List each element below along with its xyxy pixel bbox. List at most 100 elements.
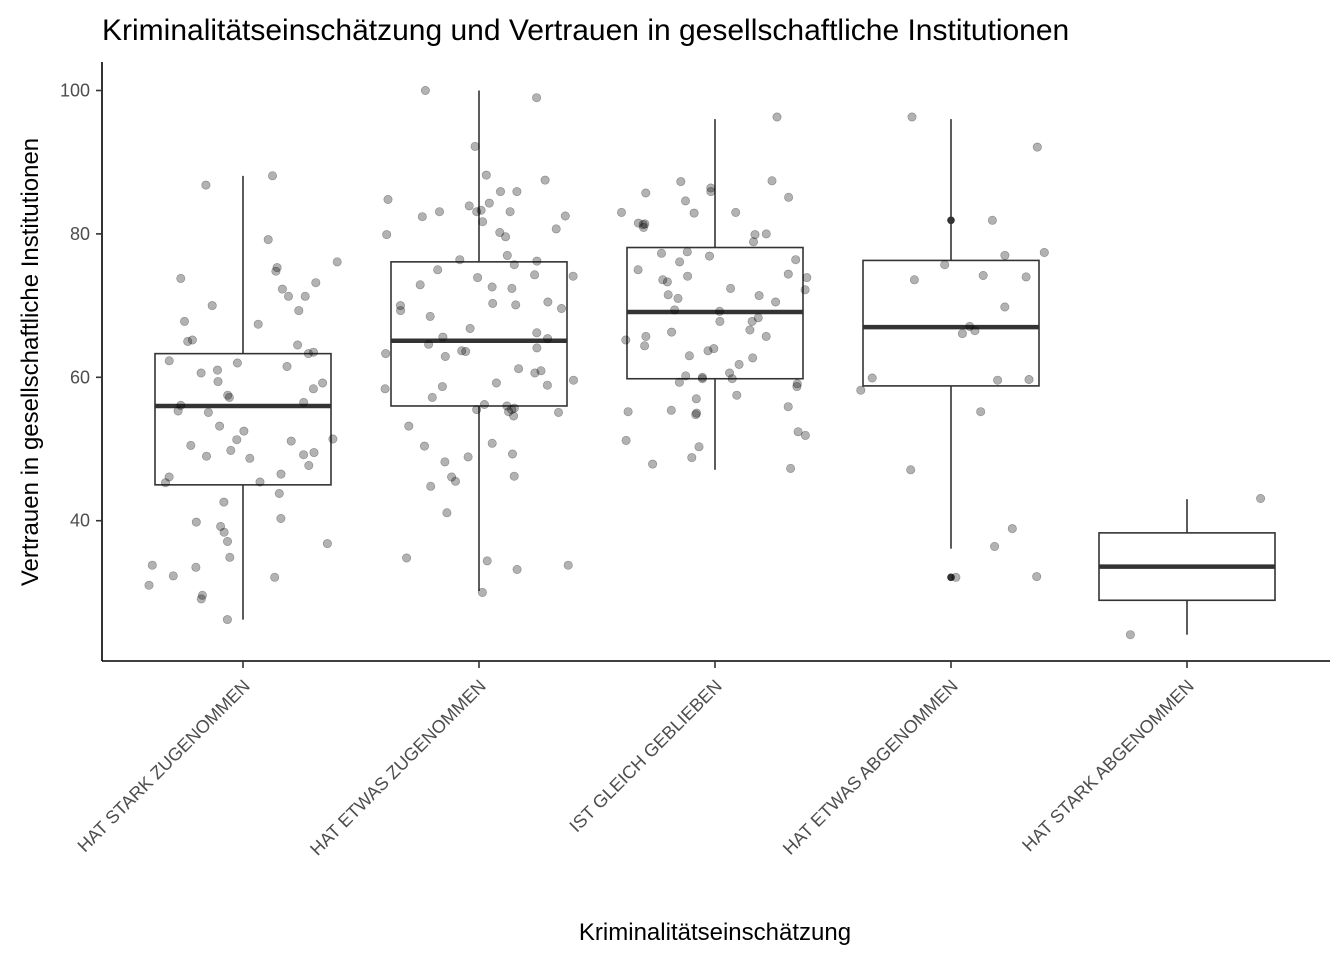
jitter-point (173, 406, 183, 416)
jitter-point (568, 375, 578, 385)
jitter-point (532, 256, 542, 266)
jitter-point (748, 353, 758, 363)
y-tick-label: 40 (70, 511, 90, 531)
jitter-point (180, 316, 190, 326)
jitter-point (732, 390, 742, 400)
x-tick-label: HAT ETWAS ABGENOMMEN (779, 676, 962, 859)
jitter-point (147, 560, 157, 570)
jitter-point (641, 331, 651, 341)
jitter-point (1007, 524, 1017, 534)
jitter-point (223, 536, 233, 546)
jitter-point (225, 552, 235, 562)
x-tick-label: HAT STARK ZUGENOMMEN (74, 676, 254, 856)
jitter-point (800, 430, 810, 440)
jitter-point (689, 208, 699, 218)
jitter-point (502, 250, 512, 260)
jitter-point (511, 300, 521, 310)
jitter-point (978, 270, 988, 280)
jitter-point (202, 451, 212, 461)
jitter-point (509, 403, 519, 413)
jitter-point (504, 407, 514, 417)
jitter-point (473, 273, 483, 283)
jitter-point (556, 303, 566, 313)
jitter-point (802, 273, 812, 283)
jitter-point (461, 346, 471, 356)
jitter-point (772, 112, 782, 122)
jitter-point (1032, 572, 1042, 582)
jitter-point (727, 374, 737, 384)
jitter-point (907, 112, 917, 122)
jitter-point (502, 401, 512, 411)
jitter-point (457, 346, 467, 356)
jitter-point (750, 230, 760, 240)
jitter-point (536, 366, 546, 376)
jitter-point (282, 361, 292, 371)
jitter-point (697, 374, 707, 384)
jitter-point (681, 371, 691, 381)
jitter-point (447, 472, 457, 482)
jitter-point (987, 215, 997, 225)
jitter-point (283, 291, 293, 301)
jitter-point (616, 207, 626, 217)
jitter-point (232, 358, 242, 368)
jitter-point (402, 553, 412, 563)
jitter-point (747, 316, 757, 326)
jitter-point (734, 359, 744, 369)
jitter-point (867, 373, 877, 383)
jitter-point (512, 564, 522, 574)
jitter-point (704, 251, 714, 261)
jitter-point (197, 590, 207, 600)
y-tick-label: 80 (70, 224, 90, 244)
jitter-point (332, 257, 342, 267)
jitter-point (621, 435, 631, 445)
jitter-point (293, 340, 303, 350)
jitter-point (176, 400, 186, 410)
jitter-point (673, 293, 683, 303)
jitter-point (505, 207, 515, 217)
jitter-point (1032, 142, 1042, 152)
jitter-point (543, 297, 553, 307)
jitter-point (168, 571, 178, 581)
box-group (390, 90, 568, 591)
jitter-point (501, 232, 511, 242)
jitter-point (640, 341, 650, 351)
jitter-point (530, 270, 540, 280)
jitter-point (509, 411, 519, 421)
jitter-point (311, 278, 321, 288)
jitter-point (455, 255, 465, 265)
jitter-point (213, 365, 223, 375)
jitter-point (276, 513, 286, 523)
jitter-point (270, 572, 280, 582)
jitter-point (792, 379, 802, 389)
jitter-point (783, 269, 793, 279)
jitter-point (745, 325, 755, 335)
jitter-point (532, 328, 542, 338)
box-group (1098, 499, 1276, 635)
jitter-point (472, 207, 482, 217)
jitter-point (144, 580, 154, 590)
jitter-point (1256, 493, 1266, 503)
jitter-point (219, 527, 229, 537)
jitter-point (308, 384, 318, 394)
jitter-point (434, 207, 444, 217)
jitter-point (196, 368, 206, 378)
jitter-point (783, 402, 793, 412)
jitter-point (731, 207, 741, 217)
jitter-point (507, 405, 517, 415)
box-group (862, 119, 1040, 582)
jitter-point (274, 488, 284, 498)
jitter-point (793, 427, 803, 437)
jitter-point (245, 453, 255, 463)
jitter-point (472, 405, 482, 415)
jitter-point (633, 218, 643, 228)
jitter-point (540, 175, 550, 185)
jitter-point (203, 407, 213, 417)
jitter-point (694, 442, 704, 452)
x-axis-ticks: HAT STARK ZUGENOMMEN HAT ETWAS ZUGENOMMEN… (74, 661, 1198, 859)
jitter-point (792, 382, 802, 392)
jitter-point (692, 408, 702, 418)
jitter-point (303, 349, 313, 359)
jitter-point (683, 271, 693, 281)
x-axis-title: Kriminalitätseinschätzung (579, 919, 851, 946)
jitter-point (709, 344, 719, 354)
